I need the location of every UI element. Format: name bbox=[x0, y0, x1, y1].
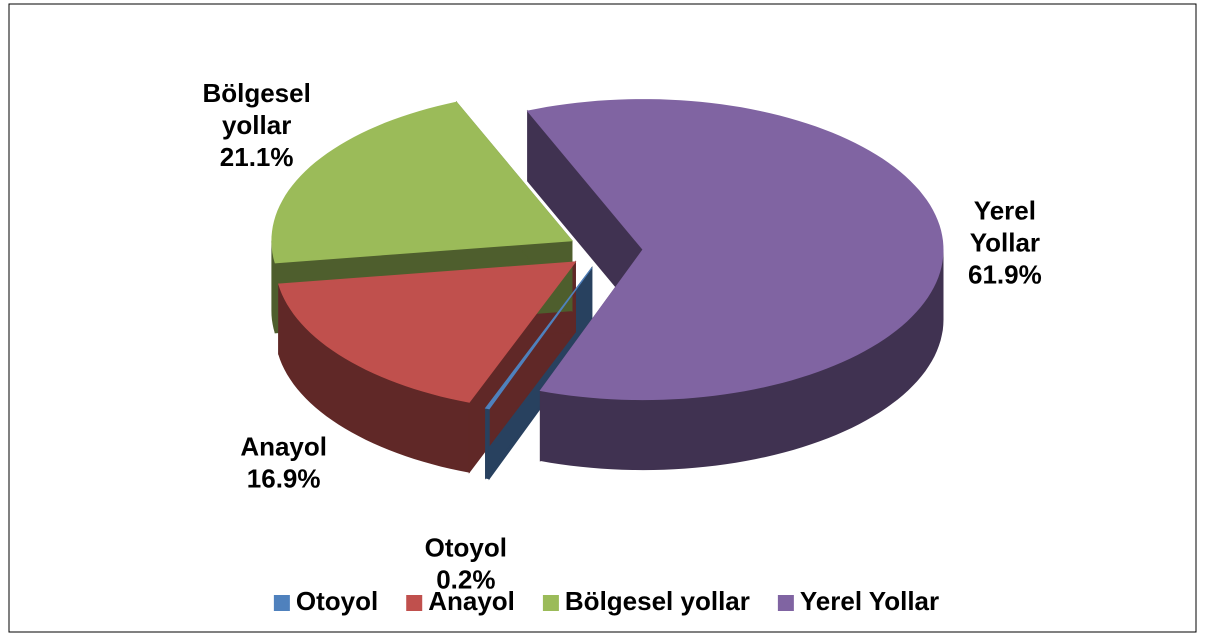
data-label: Otoyol 0.2% bbox=[425, 533, 507, 595]
data-label-value: 16.9% bbox=[247, 463, 321, 493]
slice bbox=[526, 99, 944, 401]
data-label-category: Otoyol bbox=[425, 533, 507, 563]
data-label-value: 61.9% bbox=[968, 260, 1042, 290]
data-label-category: Anayol bbox=[240, 431, 327, 461]
legend-swatch bbox=[542, 595, 559, 611]
legend-swatch bbox=[273, 595, 290, 611]
slice-side bbox=[485, 407, 490, 480]
data-label-category: Bölgesel yollar bbox=[202, 78, 310, 140]
legend: Otoyol Anayol Bölgesel yollar Yerel Yollar bbox=[273, 586, 939, 616]
data-label-value: 21.1% bbox=[220, 142, 294, 172]
legend-swatch bbox=[777, 595, 794, 611]
data-label: Bölgesel yollar 21.1% bbox=[202, 78, 310, 172]
data-label-value: 0.2% bbox=[436, 565, 495, 595]
legend-label: Anayol bbox=[428, 586, 515, 616]
legend-label: Bölgesel yollar bbox=[565, 586, 750, 616]
slice bbox=[271, 101, 573, 264]
legend-label: Otoyol bbox=[296, 586, 378, 616]
data-label: Anayol 16.9% bbox=[240, 431, 327, 493]
slice bbox=[278, 261, 577, 403]
legend-label: Yerel Yollar bbox=[800, 586, 939, 616]
legend-swatch bbox=[406, 595, 423, 611]
data-label: Yerel Yollar 61.9% bbox=[968, 196, 1042, 290]
slice bbox=[484, 267, 593, 410]
data-label-category: Yerel Yollar bbox=[970, 196, 1040, 258]
